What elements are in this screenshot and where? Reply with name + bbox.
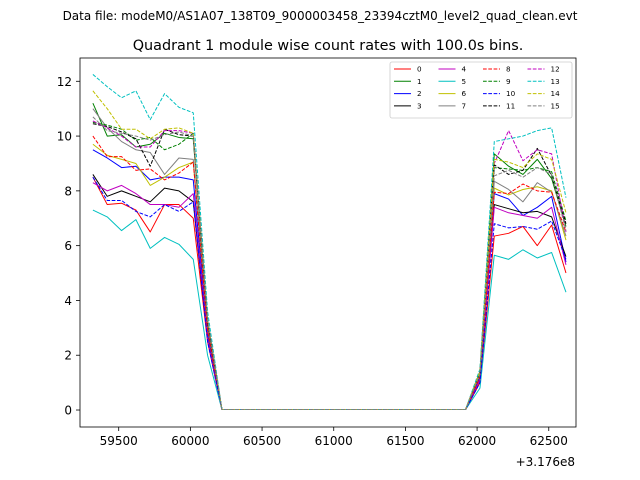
y-tick-label: 2 — [64, 349, 72, 363]
legend-label-14: 14 — [551, 89, 561, 98]
legend-box — [389, 61, 573, 119]
figure-suptitle: Data file: modeM0/AS1A07_138T09_90000034… — [63, 9, 578, 23]
legend-label-8: 8 — [506, 65, 511, 74]
legend-label-12: 12 — [551, 65, 560, 74]
y-tick-label: 4 — [64, 294, 72, 308]
series-line-13 — [92, 74, 567, 410]
series-line-10 — [92, 176, 567, 410]
x-tick-label: 59500 — [100, 434, 138, 448]
y-tick-label: 12 — [57, 75, 72, 89]
x-tick-label: 61500 — [386, 434, 424, 448]
legend-label-7: 7 — [462, 102, 467, 111]
series-line-14 — [92, 90, 567, 410]
x-axis: 59500 60000 60500 61000 61500 62000 62500 — [100, 427, 568, 448]
x-tick-label: 61000 — [315, 434, 353, 448]
legend-label-3: 3 — [417, 102, 422, 111]
x-tick-label: 60500 — [243, 434, 281, 448]
chart-title: Quadrant 1 module wise count rates with … — [133, 38, 524, 54]
x-tick-label: 60000 — [171, 434, 209, 448]
y-tick-label: 0 — [64, 404, 72, 418]
legend-label-13: 13 — [551, 77, 560, 86]
series-layer — [92, 74, 567, 410]
legend-label-5: 5 — [462, 77, 467, 86]
legend-label-6: 6 — [462, 89, 467, 98]
legend-label-0: 0 — [417, 65, 422, 74]
x-offset-label: +3.176e8 — [516, 455, 575, 469]
y-tick-label: 8 — [64, 184, 72, 198]
axes-frame — [79, 57, 577, 428]
series-line-15 — [92, 116, 567, 410]
legend-label-1: 1 — [417, 77, 422, 86]
legend-label-9: 9 — [506, 77, 511, 86]
x-tick-label: 62500 — [530, 434, 568, 448]
legend-label-11: 11 — [506, 102, 515, 111]
y-tick-label: 6 — [64, 239, 72, 253]
legend-label-4: 4 — [462, 65, 467, 74]
legend-label-2: 2 — [417, 89, 422, 98]
y-tick-label: 10 — [57, 130, 72, 144]
legend-label-10: 10 — [506, 89, 516, 98]
legend-label-15: 15 — [551, 102, 560, 111]
x-tick-label: 62000 — [458, 434, 496, 448]
y-axis: 0 2 4 6 8 10 12 — [57, 75, 80, 418]
plot-area — [79, 57, 577, 428]
